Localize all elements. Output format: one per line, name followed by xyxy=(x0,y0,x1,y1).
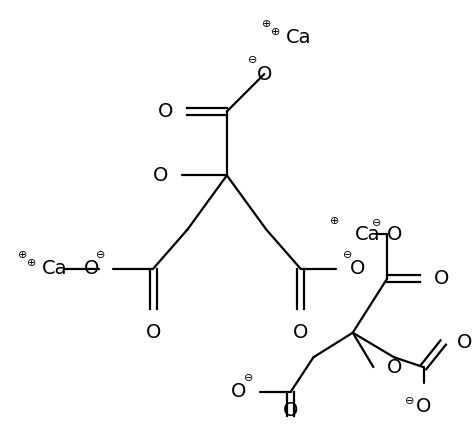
Text: ⊖: ⊖ xyxy=(372,218,381,228)
Text: Ca: Ca xyxy=(42,259,67,278)
Text: ⊕: ⊕ xyxy=(262,19,271,29)
Text: ⊖: ⊖ xyxy=(248,55,257,65)
Text: ⊖: ⊖ xyxy=(244,373,253,383)
Text: O: O xyxy=(231,382,246,401)
Text: ⊕: ⊕ xyxy=(18,250,27,260)
Text: O: O xyxy=(157,102,173,121)
Text: O: O xyxy=(457,333,473,352)
Text: O: O xyxy=(416,396,431,416)
Text: O: O xyxy=(350,259,365,278)
Text: Ca: Ca xyxy=(355,225,380,244)
Text: O: O xyxy=(283,401,299,420)
Text: O: O xyxy=(256,64,272,84)
Text: O: O xyxy=(387,357,402,377)
Text: ⊕: ⊕ xyxy=(27,258,37,268)
Text: ⊕: ⊕ xyxy=(330,215,340,226)
Text: O: O xyxy=(146,323,161,342)
Text: ⊖: ⊖ xyxy=(96,250,106,260)
Text: Ca: Ca xyxy=(286,28,311,47)
Text: O: O xyxy=(83,259,99,278)
Text: O: O xyxy=(387,225,402,244)
Text: O: O xyxy=(433,269,449,288)
Text: ⊕: ⊕ xyxy=(271,27,281,37)
Text: O: O xyxy=(153,166,168,185)
Text: ⊖: ⊖ xyxy=(343,250,353,260)
Text: ⊖: ⊖ xyxy=(405,396,414,405)
Text: O: O xyxy=(293,323,308,342)
